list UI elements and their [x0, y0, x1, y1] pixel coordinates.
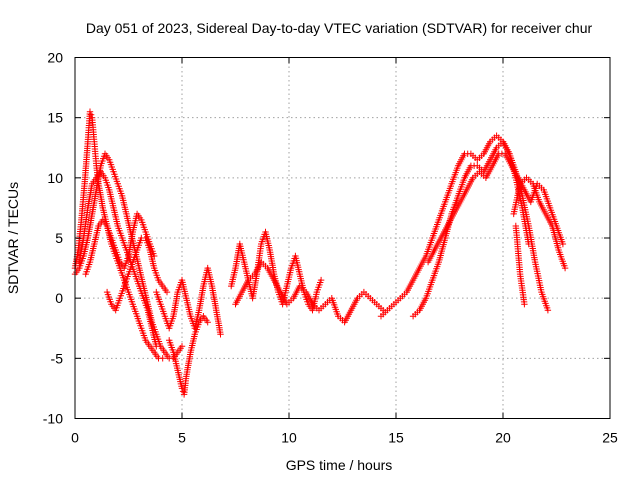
series-track-e	[103, 234, 171, 314]
axis-ticks: 0 5 10 15 20 25 -10 -5 0 5 10 15 20	[43, 50, 618, 446]
track-f-point	[217, 331, 224, 338]
series-track-d	[82, 210, 158, 278]
track-m-point	[561, 264, 569, 272]
track-g-point	[179, 388, 187, 395]
series-track-f	[153, 264, 224, 338]
series-track-c	[71, 150, 186, 362]
track-h-point	[317, 276, 325, 284]
series-track-h	[228, 228, 325, 314]
x-tick-label: 5	[178, 430, 186, 446]
series-track-m	[510, 174, 569, 272]
y-tick-label: 15	[47, 110, 63, 126]
series-track-l	[424, 150, 567, 266]
track-l-point	[559, 240, 567, 248]
series-track-j	[377, 132, 552, 320]
track-e-point	[163, 288, 171, 296]
x-tick-label: 25	[602, 430, 618, 446]
x-axis-label: GPS time / hours	[286, 457, 393, 473]
x-tick-label: 0	[71, 430, 79, 446]
track-k-point	[525, 240, 532, 248]
x-tick-label: 10	[281, 430, 297, 446]
x-tick-label: 15	[388, 430, 404, 446]
track-a-point	[159, 355, 166, 362]
y-tick-label: -5	[51, 350, 64, 366]
chart-title: Day 051 of 2023, Sidereal Day-to-day VTE…	[86, 20, 593, 36]
y-tick-label: 0	[55, 290, 63, 306]
y-tick-label: 20	[47, 50, 63, 66]
data-points	[71, 108, 569, 398]
track-c-point	[178, 343, 186, 350]
x-tick-label: 20	[495, 430, 511, 446]
track-g-point	[178, 385, 186, 392]
grid	[75, 57, 610, 419]
y-tick-label: -10	[43, 411, 63, 427]
track-g-point	[204, 319, 211, 326]
series-track-i	[232, 258, 387, 326]
track-a-point	[86, 108, 94, 115]
track-n-point	[521, 301, 528, 308]
series-track-g	[166, 313, 211, 398]
series-track-a	[71, 108, 166, 362]
track-j-point	[544, 307, 552, 314]
series-track-n	[512, 222, 528, 308]
y-tick-label: 5	[55, 230, 63, 246]
y-axis-label: SDTVAR / TECUs	[5, 182, 21, 294]
y-tick-label: 10	[47, 170, 63, 186]
track-a-point	[87, 111, 95, 118]
